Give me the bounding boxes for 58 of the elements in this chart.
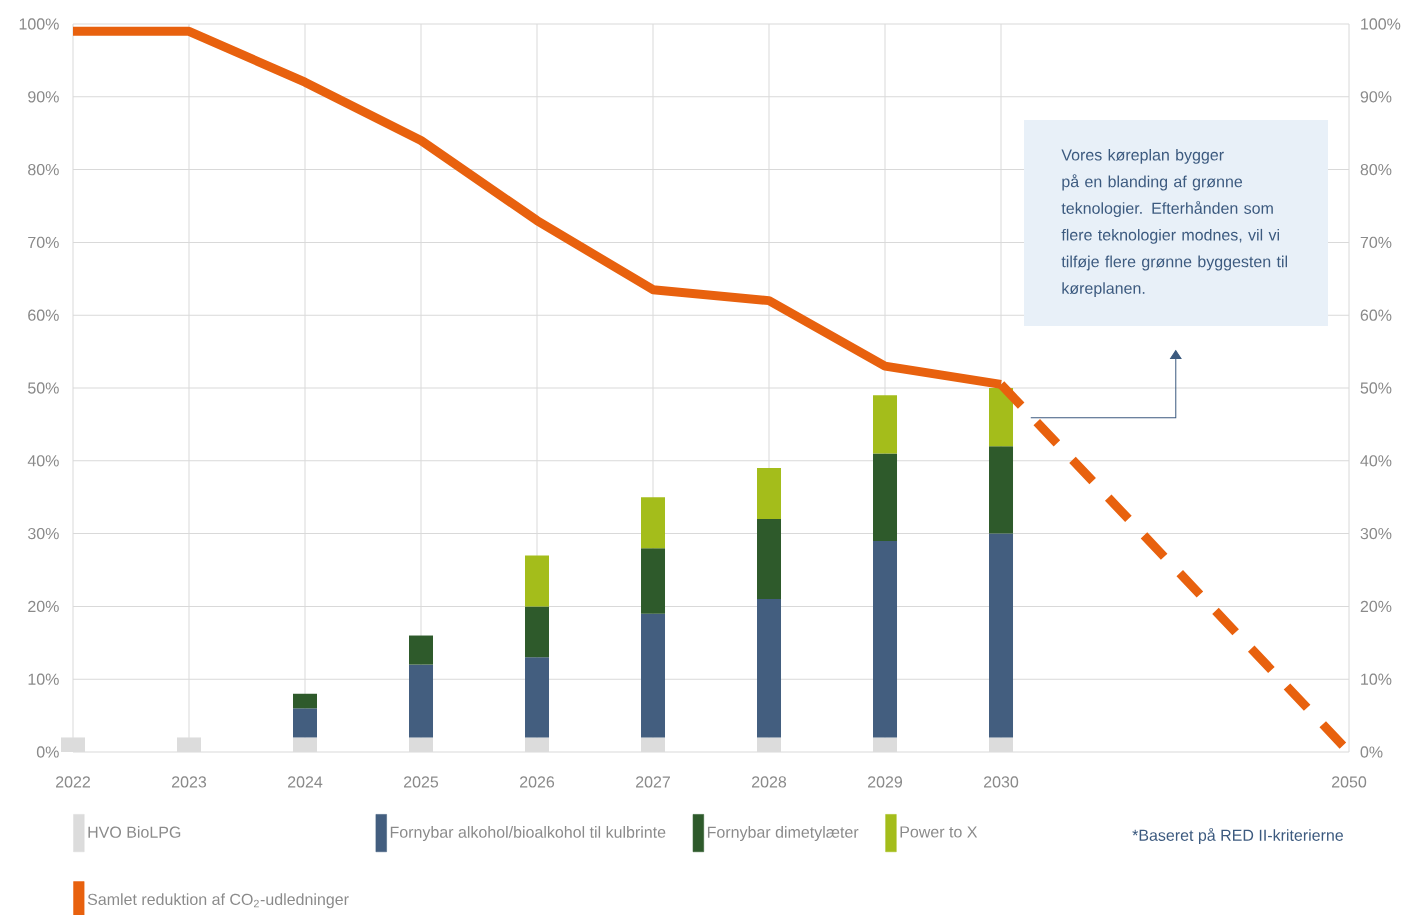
x-tick-label: 2022 xyxy=(56,776,90,788)
annotation: Vores køreplan bygger på en blanding af grønne teknologier. Efterhånden som flere teknologier modnes, vil vi tilføje flere grønne byggesten til køreplanen. xyxy=(1061,148,1288,298)
text: *Baseret på RED II-kriterierne xyxy=(1132,827,1343,845)
bar xyxy=(641,497,666,549)
legend-label: Fornybar alkohol/bioalkohol til kulbrinte xyxy=(390,826,666,842)
y2-tick-label: 60% xyxy=(1360,309,1392,321)
bar xyxy=(525,606,550,658)
bar xyxy=(525,657,550,738)
y-tick-label: 90% xyxy=(28,91,59,103)
y-tick-label: 80% xyxy=(28,163,59,176)
bar xyxy=(989,388,1014,447)
x-tick-label: 2027 xyxy=(636,776,670,788)
legend-label: Samlet reduktion af CO$_{2}$-udledninger xyxy=(87,893,349,909)
x-tick-label: 2030 xyxy=(984,776,1019,788)
bar xyxy=(293,693,317,709)
x-tick-label: 2026 xyxy=(520,776,555,788)
bar xyxy=(757,599,782,738)
y-tick-label: 70% xyxy=(28,236,59,249)
x-tick-label: 2028 xyxy=(752,776,787,788)
y2-tick-label: 100% xyxy=(1361,18,1401,30)
x-tick-label: 2024 xyxy=(288,776,323,788)
y2-tick-label: 10% xyxy=(1361,673,1392,685)
legend-label: Power to X xyxy=(900,826,978,838)
y-tick-label: 30% xyxy=(27,527,59,540)
y2-tick-label: 80% xyxy=(1360,163,1392,176)
bar xyxy=(873,540,898,738)
bar xyxy=(873,395,898,454)
y2-tick-label: 50% xyxy=(1360,382,1392,394)
bar xyxy=(757,468,782,520)
y2-tick-label: 70% xyxy=(1360,236,1392,249)
y2-tick-label: 40% xyxy=(1360,455,1392,467)
bar xyxy=(641,613,666,738)
bar xyxy=(409,635,433,665)
x-tick-label: 2023 xyxy=(172,776,207,788)
bar xyxy=(989,533,1014,738)
y2-tick-label: 20% xyxy=(1360,600,1392,613)
bar xyxy=(757,519,782,600)
bar xyxy=(525,555,550,607)
bar xyxy=(293,708,317,738)
y-tick-label: 60% xyxy=(28,309,59,321)
y2-tick-label: 30% xyxy=(1360,527,1392,540)
legend-label: HVO BioLPG xyxy=(88,826,181,838)
y-tick-label: 20% xyxy=(28,600,59,613)
y-tick-label: 50% xyxy=(28,382,59,394)
bar xyxy=(873,453,898,541)
bar xyxy=(409,664,433,738)
y-tick-label: 10% xyxy=(28,673,59,685)
legend-label: Fornybar dimetylæter xyxy=(707,826,859,842)
y-tick-label: 100% xyxy=(19,18,59,30)
y2-tick-label: 0% xyxy=(1360,746,1383,758)
x-tick-label: 2029 xyxy=(868,776,903,788)
y-tick-label: 0% xyxy=(36,746,59,758)
y-tick-label: 40% xyxy=(27,455,59,467)
x-tick-label: 2025 xyxy=(404,776,439,788)
x-tick-label: 2050 xyxy=(1332,776,1367,788)
bar xyxy=(641,548,666,614)
y2-tick-label: 90% xyxy=(1360,91,1392,103)
bar xyxy=(989,446,1014,534)
